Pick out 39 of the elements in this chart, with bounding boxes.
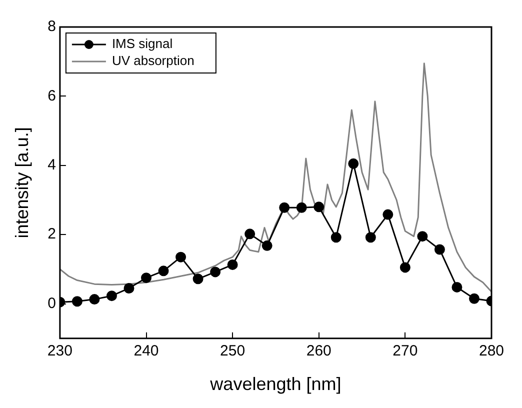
point (244, 228, 256, 240)
point (176, 252, 186, 262)
legend-label: IMS signal (112, 36, 173, 52)
x-tick-label: 270 (392, 342, 418, 360)
point (468, 293, 480, 304)
x-tick-label: 260 (306, 342, 332, 360)
x-tick-label: 230 (47, 342, 72, 360)
point (89, 294, 100, 305)
point (158, 266, 169, 276)
y-axis-title: intensity [a.u.] (12, 127, 32, 238)
point (124, 282, 134, 294)
legend-label: UV absorption (112, 53, 194, 68)
point (106, 290, 117, 302)
point (348, 158, 359, 169)
y-tick-label: 0 (48, 294, 56, 312)
y-tick-label: 4 (48, 156, 56, 174)
x-axis-title: wavelength [nm] (209, 374, 342, 394)
y-tick-label: 2 (48, 226, 56, 243)
point (365, 232, 376, 243)
point (192, 274, 204, 284)
point (210, 266, 221, 278)
point (262, 240, 272, 251)
y-tick-label: 8 (48, 18, 56, 36)
point (434, 244, 445, 255)
point (330, 232, 342, 243)
point (279, 202, 290, 213)
x-tick-label: 250 (220, 342, 246, 360)
point (417, 231, 428, 242)
point (382, 209, 394, 220)
point (400, 262, 410, 273)
x-tick-label: 240 (134, 342, 159, 360)
point (314, 202, 324, 212)
y-tick-label: 6 (48, 87, 56, 104)
point (141, 272, 152, 284)
point (296, 202, 307, 213)
point (72, 296, 82, 307)
point (227, 259, 238, 270)
x-tick-label: 280 (478, 342, 504, 360)
point (452, 282, 462, 292)
